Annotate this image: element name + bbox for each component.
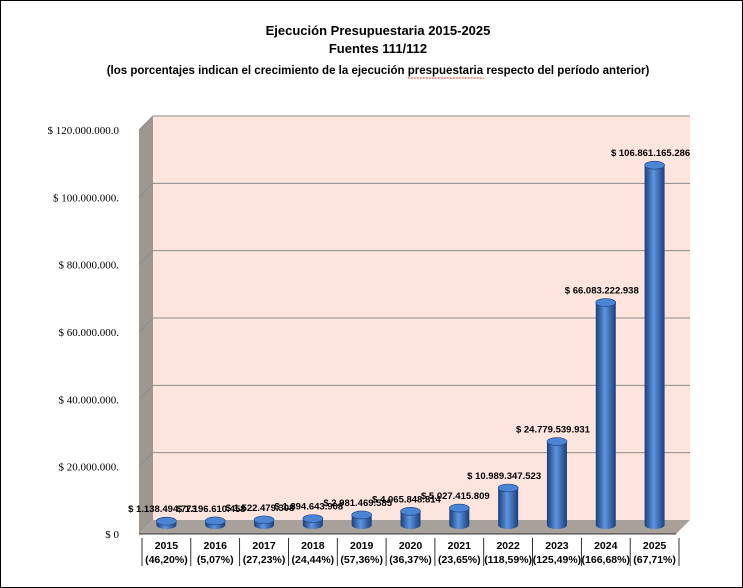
bar-top-2022 xyxy=(497,483,519,493)
bar-2020 xyxy=(400,511,421,529)
bar-top-2021 xyxy=(449,503,470,513)
growth-label-2017: (27,23%) xyxy=(243,554,286,566)
growth-label-2024: (166,68%) xyxy=(582,554,630,566)
note-prefix: (los porcentajes indican el crecimiento … xyxy=(107,65,408,77)
bar-top-2017 xyxy=(253,515,275,525)
bar-top-2020 xyxy=(400,507,421,516)
value-label-2016: $ 1.196.610.458 xyxy=(177,504,246,515)
y-tick-label: $ 80.000.000. xyxy=(59,260,120,272)
growth-label-2023: (125,49%) xyxy=(533,554,581,566)
x-tick-label-2015: 2015 xyxy=(155,540,179,552)
x-tick-label-2016: 2016 xyxy=(204,540,228,552)
data-labels: $ 1.138.494.773$ 1.196.610.458$ 1.522.47… xyxy=(128,148,690,515)
x-tick-label-2021: 2021 xyxy=(448,540,472,552)
bar-top-2015 xyxy=(156,516,177,526)
growth-label-2022: (118,59%) xyxy=(484,554,532,566)
value-label-2022: $ 10.989.347.523 xyxy=(467,471,541,482)
value-label-2024: $ 66.083.222.938 xyxy=(565,286,639,297)
value-label-2020: $ 4.065.848.814 xyxy=(372,494,441,505)
bar-2022 xyxy=(498,488,519,529)
y-tick-label: $ 100.000.000. xyxy=(53,192,119,204)
bar-2025 xyxy=(644,165,665,529)
bar-top-2023 xyxy=(546,437,568,446)
value-label-2025: $ 106.861.165.286 xyxy=(611,148,690,159)
y-axis: $ 0 $ 20.000.000. $ 40.000.000. $ 60.000.00… xyxy=(48,125,120,541)
bar-2024 xyxy=(595,302,616,529)
chart-subtitle: Fuentes 111/112 xyxy=(329,41,427,56)
bar-2021 xyxy=(449,508,470,529)
value-label-2019: $ 2.981.469.585 xyxy=(323,498,392,509)
x-tick-label-2024: 2024 xyxy=(594,540,618,552)
y-tick-label: $ 20.000.000. xyxy=(59,462,120,474)
y-tick-label: $ 120.000.000.0 xyxy=(48,125,120,137)
growth-label-2016: (5,07%) xyxy=(197,554,234,566)
bar-top-2018 xyxy=(302,514,324,523)
value-label-2018: $ 1.894.643.908 xyxy=(275,502,344,513)
bars xyxy=(156,160,665,529)
y-tick-label: $ 40.000.000. xyxy=(59,394,120,406)
x-tick-label-2022: 2022 xyxy=(496,540,520,552)
gridline-side xyxy=(138,317,154,333)
x-axis: 2015 (46,20%) 2016 (5,07%) 2017 (27,23%) 2018 (… xyxy=(139,533,680,566)
gridline-side xyxy=(138,384,154,400)
growth-label-2019: (57,36%) xyxy=(340,554,383,566)
growth-label-2015: (46,20%) xyxy=(145,554,188,566)
x-tick-label-2023: 2023 xyxy=(545,540,569,552)
value-label-2023: $ 24.779.539.931 xyxy=(516,425,591,436)
bar-top-2024 xyxy=(595,298,617,307)
gridline-side xyxy=(138,182,154,198)
x-tick-label-2017: 2017 xyxy=(252,540,276,552)
chart-note: (los porcentajes indican el crecimiento … xyxy=(107,65,650,77)
bar-2023 xyxy=(546,441,567,529)
growth-label-2025: (67,71%) xyxy=(633,554,676,566)
value-label-2015: $ 1.138.494.773 xyxy=(128,504,197,515)
bar-top-2019 xyxy=(351,510,372,520)
y-tick-label: $ 0 xyxy=(105,529,119,541)
x-tick-label-2018: 2018 xyxy=(301,540,325,552)
note-underlined-word: prespuestaria xyxy=(408,65,484,77)
gridline-side xyxy=(138,452,154,468)
x-tick-label-2025: 2025 xyxy=(643,540,667,552)
growth-label-2021: (23,65%) xyxy=(438,554,481,566)
chart-title: Ejecución Presupuestaria 2015-2025 xyxy=(266,23,491,38)
note-suffix: respecto del período anterior) xyxy=(483,65,649,77)
gridline-side xyxy=(138,250,154,266)
bar-top-2016 xyxy=(204,516,226,526)
value-label-2021: $ 5.027.415.809 xyxy=(421,491,490,502)
growth-label-2020: (36,37%) xyxy=(389,554,432,566)
x-tick-label-2020: 2020 xyxy=(399,540,423,552)
value-label-2017: $ 1.522.479.308 xyxy=(226,503,295,514)
y-tick-label: $ 60.000.000. xyxy=(59,327,120,339)
gridline-side xyxy=(138,115,154,131)
growth-label-2018: (24,44%) xyxy=(292,554,335,566)
x-tick-label-2019: 2019 xyxy=(350,540,374,552)
bar-top-2025 xyxy=(644,160,665,170)
